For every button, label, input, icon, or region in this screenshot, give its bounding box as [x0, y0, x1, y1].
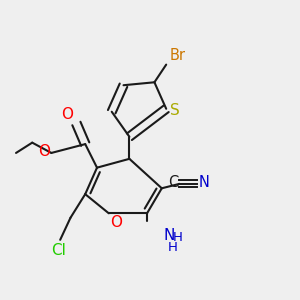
Text: O: O	[110, 215, 122, 230]
Text: N: N	[163, 228, 175, 243]
Text: O: O	[61, 107, 74, 122]
Text: O: O	[38, 144, 50, 159]
Text: H: H	[173, 231, 182, 244]
Text: H: H	[168, 241, 178, 254]
Text: N: N	[199, 175, 209, 190]
Text: S: S	[170, 103, 179, 118]
Text: Br: Br	[169, 48, 185, 63]
Text: Cl: Cl	[51, 243, 66, 258]
Text: C: C	[168, 175, 178, 190]
